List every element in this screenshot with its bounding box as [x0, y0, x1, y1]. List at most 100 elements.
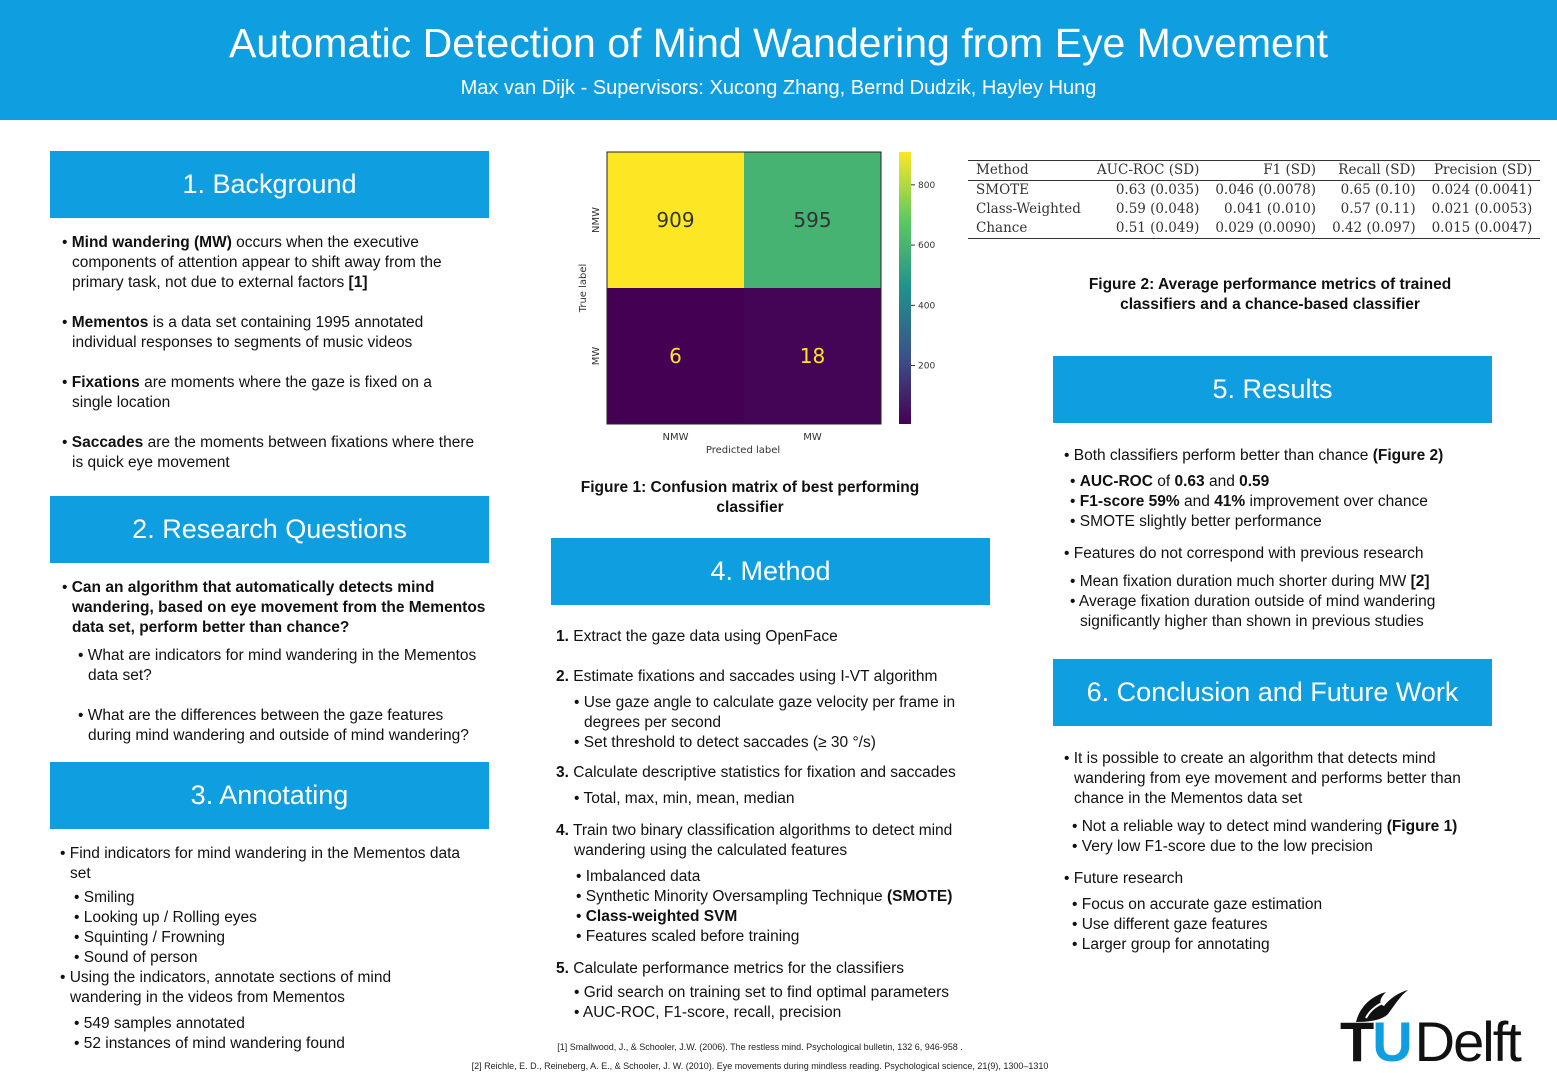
list-item: • Larger group for annotating [1072, 936, 1270, 953]
cell-value-label: 18 [800, 344, 825, 368]
column-header: Recall (SD) [1338, 162, 1416, 178]
list-item: • Mean fixation duration much shorter du… [1070, 573, 1430, 590]
colorbar-tick-label: 400 [918, 301, 935, 311]
list-item: • Find indicators for mind wandering in … [60, 845, 461, 882]
table-cell: 0.65 (0.10) [1340, 182, 1416, 198]
heatmap-cell [607, 152, 744, 288]
references: [1] Smallwood, J., & Schooler, J.W. (200… [380, 1040, 1140, 1073]
method-step: 2. Estimate fixations and saccades using… [556, 668, 938, 685]
table-header-row: Method AUC-ROC (SD) F1 (SD) Recall (SD) … [968, 160, 1541, 181]
list-item: • Grid search on training set to find op… [574, 984, 950, 1001]
list-item: • Sound of person [74, 949, 198, 966]
logo-wordmark: TUDelft [1340, 1010, 1522, 1073]
section-background-heading: 1. Background [50, 151, 489, 218]
method-list: 1. Extract the gaze data using OpenFace … [556, 627, 986, 1023]
metrics-table: Method AUC-ROC (SD) F1 (SD) Recall (SD) … [968, 160, 1541, 239]
colorbar-tick-label: 200 [918, 362, 935, 372]
column-header: Method [976, 162, 1029, 178]
table-row: SMOTE 0.63 (0.035) 0.046 (0.0078) 0.65 (… [968, 181, 1540, 201]
table-cell: 0.015 (0.0047) [1431, 220, 1533, 236]
section-method-heading: 4. Method [551, 538, 990, 605]
method-step: 4. Train two binary classification algor… [556, 822, 953, 859]
column-header: F1 (SD) [1263, 162, 1317, 178]
research-list: • Can an algorithm that automatically de… [56, 578, 486, 746]
x-tick-label: MW [803, 432, 822, 443]
x-tick-label: NMW [663, 432, 689, 443]
table-cell: 0.51 (0.049) [1115, 220, 1200, 236]
list-item: • Using the indicators, annotate section… [60, 969, 392, 1006]
poster-title: Automatic Detection of Mind Wandering fr… [228, 20, 1329, 66]
list-item: • Features scaled before training [576, 928, 800, 945]
list-item: • Very low F1-score due to the low preci… [1072, 838, 1373, 855]
list-item: • Mind wandering (MW) occurs when the ex… [62, 234, 442, 291]
list-item: • AUC-ROC, F1-score, recall, precision [574, 1004, 842, 1021]
list-item: • What are the differences between the g… [78, 707, 469, 744]
colorbar-tick-label: 600 [918, 241, 935, 251]
list-item: • Set threshold to detect saccades (≥ 30… [574, 734, 876, 751]
column-header: AUC-ROC (SD) [1096, 162, 1200, 178]
background-list: • Mind wandering (MW) occurs when the ex… [56, 233, 476, 473]
tu-delft-logo: TUDelft [1340, 980, 1545, 1073]
reference-2: [2] Reichle, E. D., Reineberg, A. E., & … [471, 1061, 1049, 1071]
table-cell: 0.57 (0.11) [1340, 201, 1416, 217]
reference-1: [1] Smallwood, J., & Schooler, J.W. (200… [557, 1042, 963, 1052]
list-item: • Can an algorithm that automatically de… [62, 579, 486, 636]
table-cell: SMOTE [976, 182, 1029, 198]
figure1-caption: Figure 1: Confusion matrix of best perfo… [580, 479, 920, 516]
table-cell: Class-Weighted [976, 201, 1081, 217]
list-item: • What are indicators for mind wandering… [78, 647, 477, 684]
colorbar-tick-label: 800 [918, 181, 935, 191]
column-header: Precision (SD) [1433, 162, 1533, 178]
table-cell: 0.029 (0.0090) [1215, 220, 1317, 236]
table-cell: 0.024 (0.0041) [1431, 182, 1533, 198]
list-item: • Imbalanced data [576, 868, 701, 885]
list-item: • Smiling [74, 889, 135, 906]
list-item: • AUC-ROC of 0.63 and 0.59 [1070, 473, 1270, 490]
flame-icon [1356, 990, 1408, 1022]
list-item: • Looking up / Rolling eyes [74, 909, 257, 926]
method-step: 5. Calculate performance metrics for the… [556, 960, 905, 977]
list-item: • 549 samples annotated [74, 1015, 245, 1032]
table-cell: 0.041 (0.010) [1223, 201, 1317, 217]
list-item: • It is possible to create an algorithm … [1064, 750, 1461, 807]
cell-value-label: 909 [656, 208, 694, 232]
method-step: 1. Extract the gaze data using OpenFace [556, 628, 838, 645]
table-cell: 0.046 (0.0078) [1215, 182, 1317, 198]
colorbar [899, 152, 911, 424]
list-item: • Mementos is a data set containing 1995… [62, 314, 424, 351]
list-item: • Future research [1064, 870, 1184, 887]
list-item: • Both classifiers perform better than c… [1064, 447, 1444, 464]
section-research-heading: 2. Research Questions [50, 496, 489, 563]
list-item: • Fixations are moments where the gaze i… [62, 374, 432, 411]
list-item: • Use gaze angle to calculate gaze veloc… [574, 694, 956, 731]
poster-header: Automatic Detection of Mind Wandering fr… [0, 0, 1557, 120]
list-item: • Saccades are the moments between fixat… [62, 434, 475, 471]
list-item: • SMOTE slightly better performance [1070, 513, 1322, 530]
cell-value-label: 595 [793, 208, 831, 232]
list-item: • Average fixation duration outside of m… [1070, 593, 1436, 630]
section-annotating-heading: 3. Annotating [50, 762, 489, 829]
section-conclusion-heading: 6. Conclusion and Future Work [1053, 659, 1492, 726]
list-item: • Synthetic Minority Oversampling Techni… [576, 888, 953, 905]
list-item: • Total, max, min, mean, median [574, 790, 795, 807]
list-item: • Use different gaze features [1072, 916, 1268, 933]
method-step: 3. Calculate descriptive statistics for … [556, 764, 956, 781]
list-item: • Focus on accurate gaze estimation [1072, 896, 1323, 913]
cell-value-label: 6 [669, 344, 682, 368]
list-item: • Not a reliable way to detect mind wand… [1072, 818, 1458, 835]
list-item: • Features do not correspond with previo… [1064, 545, 1424, 562]
table-row: Chance 0.51 (0.049) 0.029 (0.0090) 0.42 … [968, 219, 1541, 239]
figure2-caption: Figure 2: Average performance metrics of… [1088, 276, 1452, 313]
table-cell: 0.59 (0.048) [1115, 201, 1200, 217]
annotating-list: • Find indicators for mind wandering in … [54, 844, 474, 1054]
section-results-heading: 5. Results [1053, 356, 1492, 423]
heatmap-cell [744, 152, 881, 288]
list-item: • Squinting / Frowning [74, 929, 226, 946]
conclusion-list: • It is possible to create an algorithm … [1058, 749, 1488, 955]
table-cell: Chance [976, 220, 1028, 236]
heatmap-cell [744, 288, 881, 424]
list-item: • 52 instances of mind wandering found [74, 1035, 345, 1052]
x-axis-label: Predicted label [706, 445, 780, 456]
table-cell: 0.021 (0.0053) [1431, 201, 1533, 217]
table-row: Class-Weighted 0.59 (0.048) 0.041 (0.010… [968, 200, 1540, 219]
